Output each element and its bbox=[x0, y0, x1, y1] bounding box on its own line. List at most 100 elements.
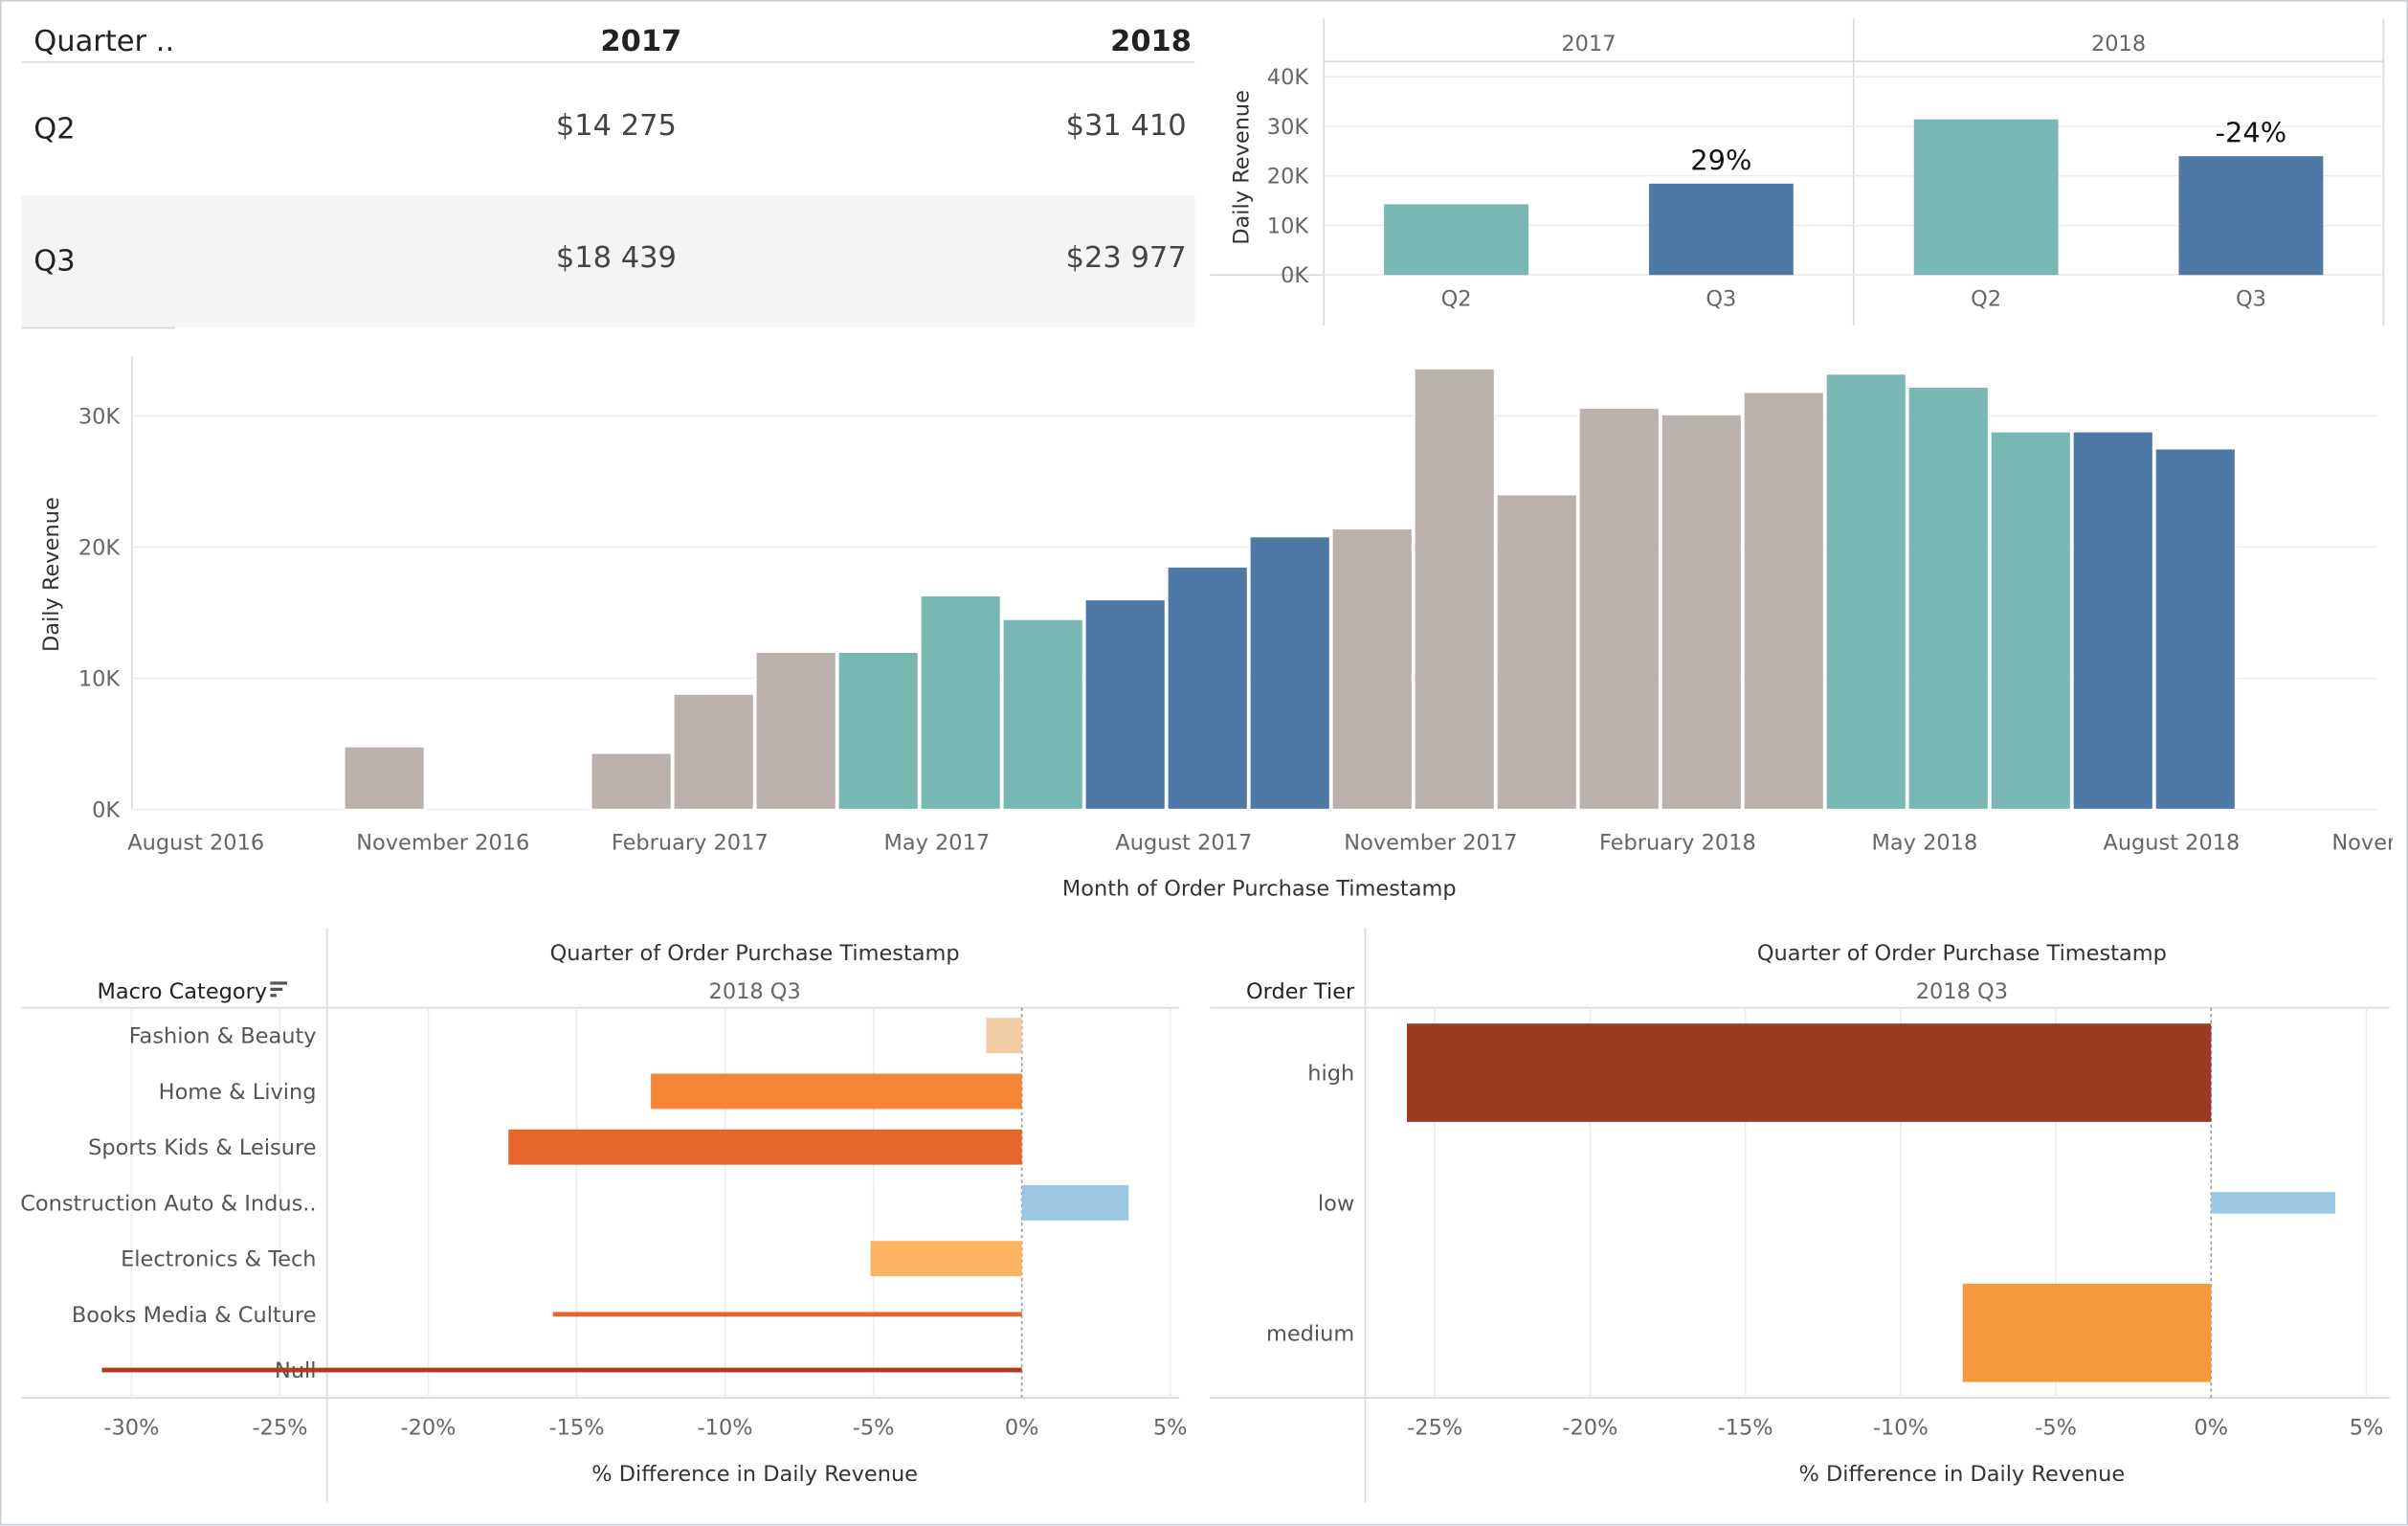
x-axis-label: Month of Order Purchase Timestamp bbox=[1062, 876, 1457, 901]
bar[interactable] bbox=[101, 1367, 1022, 1373]
x-tick-label: -20% bbox=[401, 1416, 457, 1441]
table-header-2017[interactable]: 2017 bbox=[600, 24, 682, 58]
table-header-2018[interactable]: 2018 bbox=[1110, 24, 1192, 58]
bar[interactable] bbox=[1384, 204, 1528, 276]
chart-subtitle: 2018 Q3 bbox=[709, 979, 801, 1004]
table-cell-2017: $14 275 bbox=[555, 108, 677, 144]
bar[interactable] bbox=[1578, 407, 1661, 811]
bar[interactable] bbox=[672, 693, 755, 811]
x-tick-label: Q3 bbox=[2236, 286, 2266, 311]
row-label[interactable]: low bbox=[1318, 1191, 1354, 1216]
bar[interactable] bbox=[870, 1241, 1022, 1277]
bar[interactable] bbox=[1021, 1184, 1129, 1221]
table-row-quarter: Q2 bbox=[33, 112, 76, 146]
bar[interactable] bbox=[1249, 535, 1331, 811]
bar[interactable] bbox=[754, 651, 837, 811]
chart-subtitle: 2018 Q3 bbox=[1916, 979, 2008, 1004]
bar[interactable] bbox=[2211, 1192, 2336, 1214]
row-label[interactable]: Electronics & Tech bbox=[121, 1247, 316, 1272]
bar[interactable] bbox=[1084, 598, 1167, 811]
bar[interactable] bbox=[590, 752, 673, 811]
panel-header[interactable]: 2017 bbox=[1561, 32, 1616, 56]
x-tick-label: -5% bbox=[853, 1416, 895, 1441]
x-tick-label: November 2017 bbox=[1344, 830, 1517, 855]
bar[interactable] bbox=[1743, 391, 1825, 811]
bar[interactable] bbox=[919, 595, 1002, 811]
row-header[interactable]: Order Tier bbox=[1246, 979, 1355, 1004]
bar[interactable] bbox=[1414, 368, 1496, 811]
sort-icon-line bbox=[270, 987, 283, 991]
order-tier-diff-chart[interactable]: Quarter of Order Purchase Timestamp 2018 … bbox=[1207, 928, 2390, 1505]
monthly-revenue-chart[interactable]: 0K 10K 20K 30K Daily Revenue August 2016 Novem… bbox=[21, 338, 2393, 909]
bar[interactable] bbox=[2178, 156, 2324, 276]
x-tick-label: February 2017 bbox=[612, 830, 769, 855]
x-axis-label: % Difference in Daily Revenue bbox=[591, 1462, 918, 1487]
row-label[interactable]: Construction Auto & Indus.. bbox=[20, 1191, 316, 1216]
table-row-quarter: Q3 bbox=[33, 244, 76, 279]
y-tick-label: 30K bbox=[1267, 115, 1310, 140]
table-header-quarter[interactable]: Quarter .. bbox=[33, 24, 175, 58]
macro-category-diff-chart[interactable]: Quarter of Order Purchase Timestamp 2018 … bbox=[15, 928, 1201, 1505]
bar[interactable] bbox=[1407, 1023, 2212, 1122]
bar[interactable] bbox=[1167, 566, 1249, 811]
row-label[interactable]: high bbox=[1307, 1062, 1354, 1087]
row-label[interactable]: Fashion & Beauty bbox=[129, 1024, 317, 1049]
bar[interactable] bbox=[1990, 431, 2072, 811]
bar[interactable] bbox=[2154, 447, 2237, 811]
bar[interactable] bbox=[1661, 414, 1743, 811]
x-tick-label: May 2017 bbox=[883, 830, 990, 855]
x-tick-label: -20% bbox=[1562, 1416, 1617, 1441]
bar[interactable] bbox=[1962, 1283, 2212, 1382]
bar[interactable] bbox=[651, 1073, 1022, 1110]
bar[interactable] bbox=[1825, 372, 1907, 811]
quarter-bar-chart[interactable]: 0K 10K 20K 30K 40K Daily Revenue 2017 Q2 Q3 29% 20… bbox=[1207, 18, 2390, 328]
x-tick-label: -15% bbox=[549, 1416, 605, 1441]
x-tick-label: 5% bbox=[1153, 1416, 1188, 1441]
table-divider bbox=[21, 326, 175, 329]
bar[interactable] bbox=[1331, 527, 1414, 811]
x-tick-label: Q2 bbox=[1971, 286, 2001, 311]
row-label[interactable]: Books Media & Culture bbox=[72, 1303, 317, 1328]
bar[interactable] bbox=[1648, 183, 1794, 276]
x-tick-label: -5% bbox=[2035, 1416, 2077, 1441]
y-tick-label: 0K bbox=[1281, 263, 1309, 288]
table-row[interactable]: Q3 $18 439 $23 977 bbox=[21, 194, 1195, 327]
table-row[interactable]: Q2 $14 275 $31 410 bbox=[21, 62, 1195, 195]
sort-icon[interactable] bbox=[270, 981, 288, 998]
row-header[interactable]: Macro Category bbox=[98, 979, 268, 1004]
x-tick-label: -30% bbox=[103, 1416, 159, 1441]
y-axis-label: Daily Revenue bbox=[39, 497, 64, 652]
bar[interactable] bbox=[1496, 493, 1578, 811]
x-tick-label: 0% bbox=[1005, 1416, 1039, 1441]
x-tick-label: -10% bbox=[1873, 1416, 1929, 1441]
y-tick-label: 30K bbox=[78, 404, 122, 429]
x-tick-label: -25% bbox=[1407, 1416, 1462, 1441]
row-label[interactable]: medium bbox=[1266, 1321, 1354, 1346]
y-axis-label: Daily Revenue bbox=[1230, 90, 1255, 245]
bar[interactable] bbox=[2072, 431, 2154, 811]
bar[interactable] bbox=[343, 746, 426, 811]
panel-header[interactable]: 2018 bbox=[2091, 32, 2146, 56]
x-tick-label: May 2018 bbox=[1872, 830, 1978, 855]
table-cell-2017: $18 439 bbox=[555, 240, 677, 276]
x-tick-label: November 2016 bbox=[356, 830, 529, 855]
y-tick-label: 20K bbox=[1267, 165, 1310, 190]
y-tick-label: 40K bbox=[1267, 65, 1310, 90]
row-label[interactable]: Sports Kids & Leisure bbox=[88, 1135, 316, 1160]
x-tick-label: November 2018 bbox=[2331, 830, 2393, 855]
bar[interactable] bbox=[1907, 386, 1990, 811]
x-tick-label: 5% bbox=[2350, 1416, 2384, 1441]
bar[interactable] bbox=[1002, 618, 1084, 811]
bar[interactable] bbox=[986, 1018, 1022, 1054]
x-tick-label: August 2017 bbox=[1115, 830, 1252, 855]
bar[interactable] bbox=[836, 651, 920, 811]
x-tick-label: August 2018 bbox=[2103, 830, 2240, 855]
sort-icon-line bbox=[270, 994, 277, 998]
bar[interactable] bbox=[1913, 119, 2059, 276]
quarter-table: Quarter .. 2017 2018 Q2 $14 275 $31 410 … bbox=[21, 18, 1195, 329]
bar[interactable] bbox=[508, 1129, 1022, 1165]
x-tick-label: Q3 bbox=[1706, 286, 1736, 311]
row-label[interactable]: Home & Living bbox=[159, 1080, 317, 1105]
change-label: 29% bbox=[1690, 144, 1751, 176]
bar[interactable] bbox=[552, 1312, 1022, 1317]
